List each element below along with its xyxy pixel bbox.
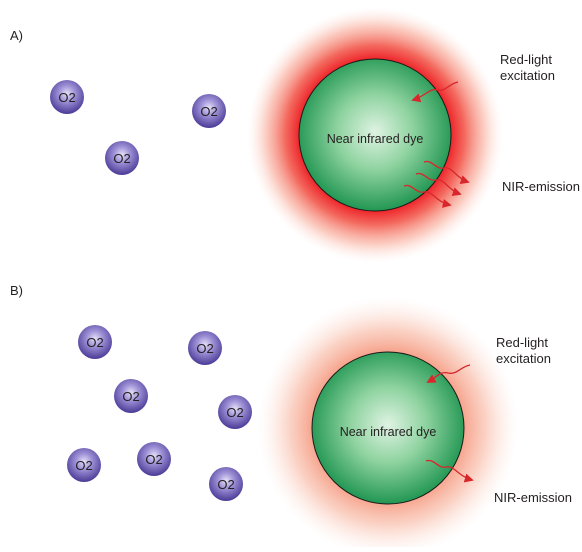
panel-a: Near infrared dye O2 O2 O2 xyxy=(50,7,503,263)
dye-label: Near infrared dye xyxy=(327,132,424,146)
dye-sphere xyxy=(311,351,465,505)
molecule-o2: O2 xyxy=(114,379,148,413)
svg-text:O2: O2 xyxy=(122,389,139,404)
svg-text:O2: O2 xyxy=(200,104,217,119)
excitation-label: Red-light excitation xyxy=(500,52,555,84)
molecule-o2: O2 xyxy=(137,442,171,476)
molecule-o2: O2 xyxy=(209,467,243,501)
svg-text:O2: O2 xyxy=(226,405,243,420)
emission-arrow xyxy=(415,172,462,197)
molecule-o2: O2 xyxy=(50,80,84,114)
svg-text:O2: O2 xyxy=(75,458,92,473)
molecule-o2: O2 xyxy=(188,331,222,365)
panel-label-b: B) xyxy=(10,283,23,298)
dye-label: Near infrared dye xyxy=(340,425,437,439)
excitation-label: Red-light excitation xyxy=(496,335,551,367)
panel-b: Near infrared dye O2 O2 O2 O2 O2 xyxy=(67,297,518,552)
emission-arrow xyxy=(423,160,470,185)
emission-label: NIR-emission xyxy=(502,179,581,194)
svg-text:O2: O2 xyxy=(58,90,75,105)
emission-arrow xyxy=(425,459,474,483)
svg-text:O2: O2 xyxy=(217,477,234,492)
panel-label-a: A) xyxy=(10,28,23,43)
svg-text:O2: O2 xyxy=(196,341,213,356)
molecule-o2: O2 xyxy=(192,94,226,128)
emission-arrow xyxy=(403,184,452,208)
molecule-o2: O2 xyxy=(218,395,252,429)
excitation-arrow xyxy=(411,81,459,103)
molecule-o2: O2 xyxy=(67,448,101,482)
svg-text:O2: O2 xyxy=(86,335,103,350)
molecule-o2: O2 xyxy=(105,141,139,175)
emission-label: NIR-emission xyxy=(494,490,573,505)
excitation-arrow xyxy=(426,364,471,383)
svg-text:O2: O2 xyxy=(145,452,162,467)
svg-text:O2: O2 xyxy=(113,151,130,166)
molecule-o2: O2 xyxy=(78,325,112,359)
